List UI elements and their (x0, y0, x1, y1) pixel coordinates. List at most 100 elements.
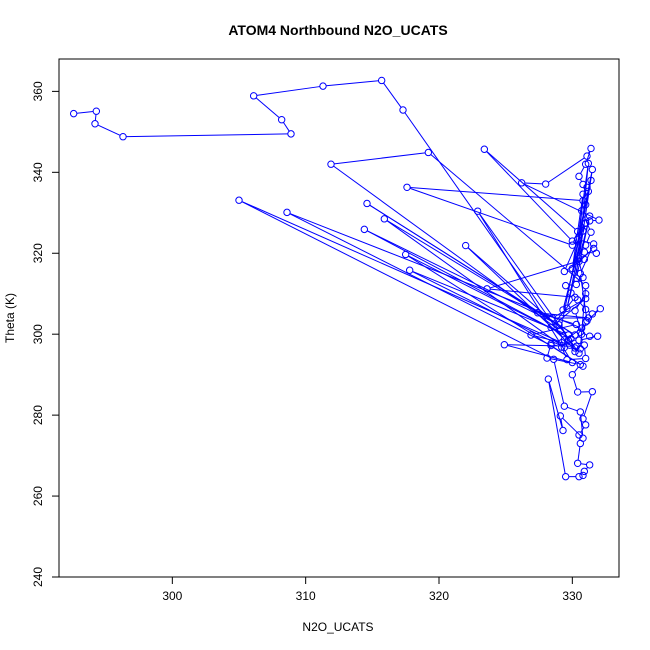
series-segment (583, 394, 592, 416)
data-point (581, 290, 590, 298)
data-point (573, 227, 582, 236)
series-segment (573, 366, 579, 373)
data-point (567, 289, 575, 297)
series-segment (567, 406, 578, 412)
data-point (584, 159, 593, 168)
data-point (480, 145, 489, 153)
series-segment (97, 124, 121, 136)
series-segment (369, 204, 573, 334)
data-point (576, 269, 585, 278)
data-point (571, 293, 579, 302)
data-point (568, 370, 577, 379)
x-tick-label: 320 (429, 589, 449, 603)
chart-title: ATOM4 Northbound N2O_UCATS (228, 22, 447, 38)
data-point (575, 472, 583, 481)
data-point (541, 180, 550, 188)
data-point (581, 281, 590, 290)
series-segment (540, 312, 586, 319)
series-segment (578, 279, 582, 283)
data-point (568, 358, 577, 367)
data-point (595, 216, 603, 224)
data-point (571, 344, 579, 352)
data-point (568, 241, 577, 249)
data-point (581, 294, 590, 303)
series-segment (553, 362, 565, 404)
y-axis: 240 260 280 300 320 340 360 (31, 81, 59, 587)
data-point (549, 355, 558, 363)
y-tick-label: 280 (31, 405, 45, 425)
series-segment (412, 270, 566, 335)
series-segment (540, 313, 574, 325)
data-point (572, 280, 581, 289)
data-point (360, 225, 369, 234)
data-point (581, 219, 590, 227)
series-segment (550, 358, 578, 365)
data-point (575, 254, 583, 263)
data-point (579, 415, 587, 423)
data-point (572, 320, 581, 329)
data-point (483, 285, 491, 293)
data-point (576, 345, 585, 353)
series-segment (579, 264, 583, 275)
y-tick-label: 340 (31, 162, 45, 182)
series-segment (580, 463, 587, 465)
series-segment (577, 446, 581, 461)
x-tick-label: 330 (562, 589, 582, 603)
series-segment (76, 111, 94, 114)
data-point (563, 304, 571, 312)
series-segment (572, 197, 584, 266)
data-point (568, 264, 577, 273)
data-point (561, 281, 570, 290)
series-segment (366, 230, 557, 324)
data-point (119, 133, 127, 141)
data-point (587, 144, 595, 153)
data-point (573, 235, 582, 244)
data-point (581, 421, 590, 429)
data-point (564, 331, 573, 339)
x-axis-label: N2O_UCATS (302, 620, 373, 634)
data-point (579, 227, 587, 235)
data-point (580, 341, 589, 349)
data-point (581, 200, 590, 209)
data-point (517, 179, 526, 187)
data-point (579, 190, 587, 198)
series-segment (572, 294, 576, 298)
data-point (579, 434, 587, 442)
series-segment (255, 97, 280, 119)
y-tick-label: 260 (31, 486, 45, 506)
data-point (560, 402, 569, 410)
data-point (92, 107, 101, 115)
data-point (581, 241, 590, 249)
data-point (583, 152, 591, 160)
series-segment (126, 133, 288, 138)
data-point (596, 304, 605, 313)
data-point (589, 244, 598, 253)
series-segment (524, 182, 543, 185)
x-tick-label: 310 (296, 589, 316, 603)
data-point (573, 388, 582, 396)
data-point (559, 306, 567, 314)
data-point (581, 354, 590, 363)
data-point (572, 342, 581, 351)
data-point (587, 228, 595, 236)
data-point (235, 196, 243, 204)
data-point (380, 215, 389, 223)
data-point (547, 341, 555, 350)
series-segment (562, 417, 582, 437)
data-point (319, 82, 327, 90)
series-segment (548, 157, 585, 183)
data-point (593, 332, 602, 340)
data-point (585, 217, 594, 225)
data-point (555, 321, 563, 329)
series-layer (69, 76, 605, 481)
data-point (588, 387, 597, 396)
data-point (287, 130, 295, 138)
data-point (588, 310, 597, 318)
data-point (585, 212, 594, 220)
series-segment (366, 230, 569, 338)
data-point (581, 305, 590, 314)
y-axis-label: Theta (K) (3, 293, 17, 343)
data-point (575, 349, 583, 357)
data-point (327, 160, 335, 168)
series-segment (584, 348, 586, 356)
